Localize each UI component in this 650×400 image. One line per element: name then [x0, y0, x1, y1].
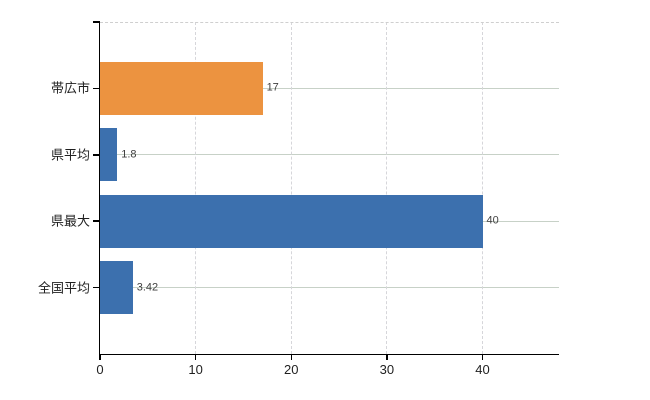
category-label: 県最大 — [50, 213, 90, 229]
gridline-vertical — [482, 22, 483, 354]
bar-2 — [100, 194, 483, 248]
plot-top-border — [100, 21, 559, 23]
x-axis-tick — [481, 354, 484, 360]
x-axis-tick — [290, 354, 292, 360]
bar-value-label: 3.42 — [136, 281, 159, 294]
x-axis-tick-label: 10 — [188, 362, 203, 377]
gridline-vertical — [386, 22, 388, 354]
bar-value-label: 40 — [486, 214, 499, 227]
x-axis-tick-label: 40 — [475, 362, 490, 377]
y-axis-top-tick — [93, 21, 100, 23]
gridline-vertical — [290, 22, 292, 354]
y-axis-tick — [93, 286, 100, 289]
gridline-vertical — [195, 22, 197, 354]
bar-value-label: 17 — [266, 81, 279, 94]
gridline-horizontal — [100, 154, 559, 156]
y-axis-line — [98, 22, 100, 354]
x-axis-tick — [386, 354, 388, 360]
category-label: 全国平均 — [37, 280, 90, 296]
category-label: 県平均 — [50, 147, 90, 163]
bar-value-label: 1.8 — [121, 148, 137, 161]
gridline-horizontal — [100, 287, 559, 289]
bar-1 — [100, 128, 118, 182]
bar-0 — [100, 61, 263, 115]
x-axis-tick — [194, 354, 197, 360]
y-axis-tick — [93, 87, 100, 90]
y-axis-tick — [93, 154, 100, 156]
x-axis-tick-label: 0 — [96, 362, 104, 377]
x-axis-tick-label: 20 — [284, 362, 299, 377]
x-axis-tick-label: 30 — [379, 362, 395, 377]
x-axis-tick — [99, 354, 101, 360]
category-label: 帯広市 — [50, 80, 90, 96]
x-axis-line — [98, 353, 559, 355]
gridline-horizontal — [100, 87, 559, 89]
bar-3 — [100, 261, 133, 315]
y-axis-tick — [93, 220, 100, 222]
